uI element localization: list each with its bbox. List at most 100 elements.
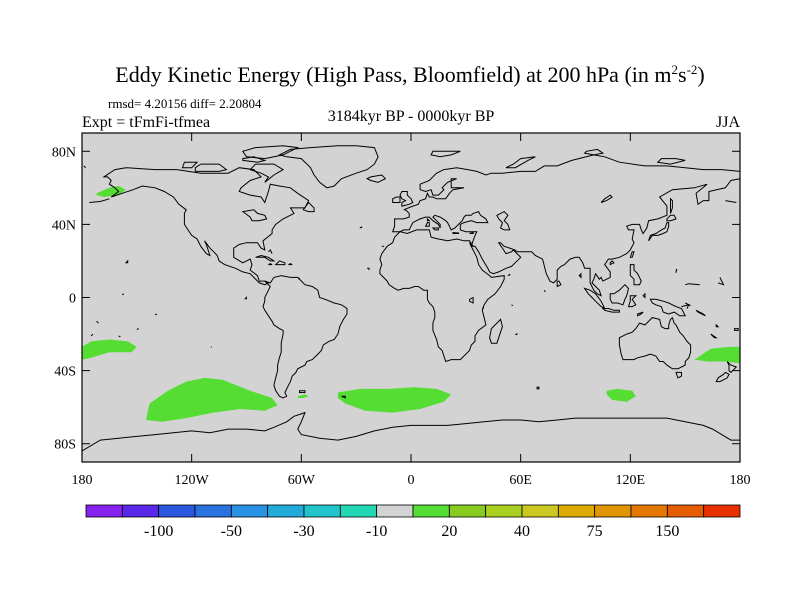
- coastline-caspian: [496, 210, 511, 231]
- coastline-svalbard: [430, 150, 461, 158]
- coastline-samoa: [96, 320, 99, 324]
- coastline-banks-isl: [181, 161, 199, 169]
- coastline-cuba: [255, 254, 276, 262]
- coastline-seychelles: [511, 304, 514, 307]
- coastline-africa: [379, 229, 505, 363]
- title-mid: s: [678, 62, 687, 87]
- coastline-baffin: [249, 163, 285, 183]
- coastline-sakhalin: [670, 197, 673, 214]
- coastline-andaman: [578, 272, 582, 279]
- coastline-ellesmere: [242, 145, 300, 160]
- coastline-azores: [359, 226, 363, 229]
- stats-label: rmsd= 4.20156 diff= 2.20804: [108, 96, 262, 111]
- coastline-new-guinea: [649, 298, 687, 317]
- lake-great-lakes: [241, 209, 268, 222]
- coastline-hispaniola: [274, 260, 286, 266]
- coastline-halmahera: [642, 292, 646, 299]
- coastline-sulawesi: [627, 295, 638, 308]
- colorbar-label: 75: [587, 523, 603, 540]
- coastline-wrangel: [83, 165, 87, 169]
- lon-axis: 180 120W 60W 0 60E 120E 180: [72, 133, 751, 488]
- colorbar-box: [412, 504, 450, 518]
- coastline-greenland: [277, 145, 379, 189]
- lon-tick-label: 60E: [509, 473, 532, 488]
- coastline-java: [601, 308, 620, 313]
- coastline-marianas: [675, 268, 678, 273]
- coastline-eurasia: [391, 154, 740, 297]
- filled-contours: [82, 186, 740, 422]
- period-label: 3184kyr BP - 0000kyr BP: [328, 108, 495, 125]
- colorbar-box: [557, 504, 596, 518]
- colorbar-box: [630, 504, 668, 518]
- map-plot: 80N 40N 0 40S 80S 180 120W 60W 0 60E 120E 180: [52, 132, 751, 488]
- colorbar-box: [376, 504, 414, 518]
- coastline-sri-lanka: [556, 280, 562, 288]
- colorbar-box: [485, 504, 523, 518]
- lake-victoria: [469, 296, 474, 304]
- coastline-socotra: [507, 273, 511, 277]
- coastline-britain: [399, 191, 414, 207]
- coastline-japan: [648, 222, 670, 242]
- coastline-ireland: [392, 196, 401, 203]
- colorbar-box: [594, 504, 632, 518]
- lat-tick-label: 0: [69, 292, 76, 307]
- coastline-galapagos: [244, 296, 247, 300]
- coastline-sardinia: [424, 222, 430, 227]
- colorbar-label: -30: [293, 523, 314, 540]
- coastline-philippines: [629, 264, 642, 286]
- coastline-cyprus: [469, 231, 474, 234]
- coastline-sicily: [431, 227, 439, 231]
- coastline-tahiti: [136, 328, 139, 330]
- coastline-north-america: [102, 167, 310, 286]
- coastline-kerguelen: [536, 386, 540, 390]
- lon-tick-label: 0: [408, 473, 415, 488]
- coastline-new-siberian: [656, 158, 686, 165]
- lake-baikal: [600, 194, 613, 203]
- colorbar-box: [703, 504, 741, 518]
- coastline-sumatra: [583, 287, 606, 310]
- lon-tick-label: 180: [72, 473, 93, 488]
- colorbar-label: 40: [514, 523, 530, 540]
- title-sup1: 2: [672, 62, 679, 77]
- colorbar-label: -50: [221, 523, 242, 540]
- coastline-cook: [118, 335, 121, 338]
- coastline-antarctica: [82, 411, 740, 452]
- title-sup2: -2: [687, 62, 698, 77]
- title-main: Eddy Kinetic Energy (High Pass, Bloomfie…: [115, 62, 671, 87]
- lat-axis: 80N 40N 0 40S 80S: [52, 145, 740, 453]
- plot-title: Eddy Kinetic Energy (High Pass, Bloomfie…: [115, 62, 704, 87]
- colorbar-label: -100: [144, 523, 173, 540]
- colorbar-label: 150: [655, 523, 679, 540]
- lat-tick-label: 40N: [52, 218, 76, 233]
- colorbar-label: -10: [366, 523, 387, 540]
- colorbar-box: [85, 504, 123, 518]
- colorbar-box: [303, 504, 341, 518]
- coastline-fiji: [734, 328, 739, 331]
- colorbar-label: 20: [441, 523, 457, 540]
- coastline-hokkaido: [666, 214, 677, 222]
- experiment-label: Expt = tFmFi-tfmea: [82, 114, 210, 131]
- coastline-crete: [452, 232, 459, 234]
- coastline-falklands: [299, 390, 306, 393]
- contour-south-atlantic: [337, 387, 452, 413]
- coastline-mauritius: [515, 333, 519, 336]
- colorbar-box: [194, 504, 232, 518]
- coastline-bahamas: [268, 249, 273, 254]
- coastline-aleutian-a: [89, 198, 110, 203]
- coastline-south-georgia: [341, 395, 346, 399]
- contour-south-pacific-east: [146, 377, 278, 422]
- lon-tick-label: 60W: [288, 473, 316, 488]
- coastline-corsica: [426, 217, 431, 222]
- colorbar-box: [158, 504, 196, 518]
- coastline-hainan: [609, 260, 615, 266]
- coastline-devon-isl: [242, 156, 267, 163]
- season-label: JJA: [716, 114, 740, 131]
- coastline-marquesas: [154, 313, 158, 316]
- colorbar-box: [521, 504, 559, 518]
- coastline-novaya-zemlya: [505, 156, 536, 169]
- coastline-new-ireland: [684, 302, 691, 307]
- lat-tick-label: 80S: [54, 438, 76, 453]
- coastline-micronesia: [685, 283, 700, 286]
- coastlines: [82, 145, 740, 452]
